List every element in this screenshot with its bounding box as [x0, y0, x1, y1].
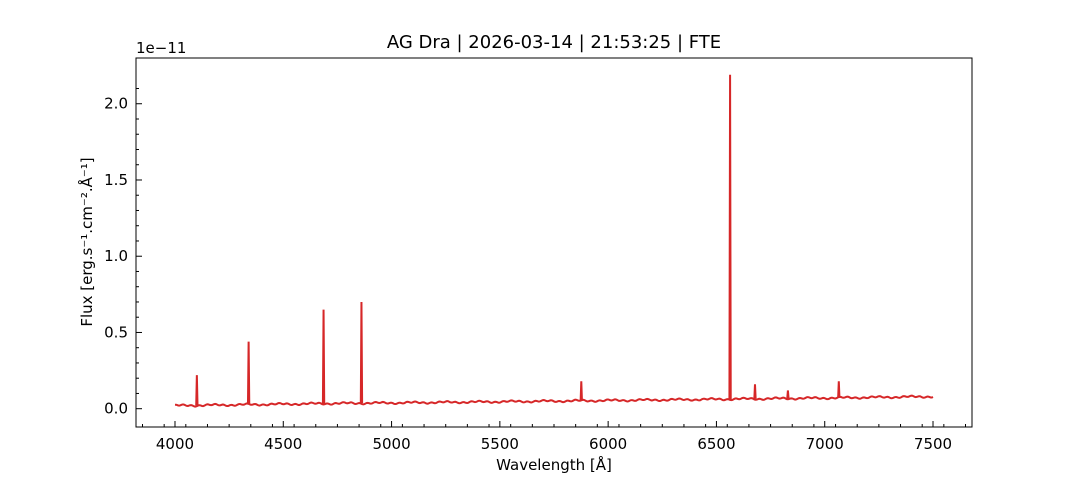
x-tick-label: 7000	[806, 435, 844, 453]
chart-title: AG Dra | 2026-03-14 | 21:53:25 | FTE	[387, 32, 721, 53]
emission-line	[728, 74, 732, 400]
emission-line	[359, 301, 364, 404]
y-tick-label: 0.5	[104, 323, 128, 341]
x-tick-label: 6500	[697, 435, 735, 453]
y-tick-label: 0.0	[104, 400, 128, 418]
emission-line	[786, 390, 790, 399]
y-offset-text: 1e−11	[136, 39, 186, 57]
y-tick-label: 1.0	[104, 247, 128, 265]
y-axis-ticks: 0.0 0.5 1.0 1.5 2.0	[104, 87, 142, 418]
x-tick-label: 5500	[481, 435, 519, 453]
plot-frame	[135, 57, 973, 428]
x-tick-label: 4000	[156, 435, 194, 453]
emission-line	[753, 384, 757, 399]
emission-line	[246, 341, 251, 405]
emission-line	[837, 381, 841, 398]
x-tick-label: 7500	[914, 435, 952, 453]
x-tick-label: 4500	[264, 435, 302, 453]
x-axis-label: Wavelength [Å]	[496, 455, 612, 474]
emission-line	[579, 381, 583, 401]
spectrum-series	[174, 74, 934, 408]
y-axis-label: Flux [erg.s⁻¹.cm⁻².Å⁻¹]	[77, 157, 96, 326]
emission-line	[195, 375, 199, 406]
y-tick-label: 1.5	[104, 171, 128, 189]
y-tick-label: 2.0	[104, 95, 128, 113]
x-tick-label: 5000	[372, 435, 410, 453]
spectrum-continuum	[174, 394, 934, 408]
emission-line	[321, 309, 326, 404]
x-tick-label: 6000	[589, 435, 627, 453]
x-axis-ticks: 4000 4500 5000 5500 6000 6500 7000 7500	[141, 421, 967, 453]
